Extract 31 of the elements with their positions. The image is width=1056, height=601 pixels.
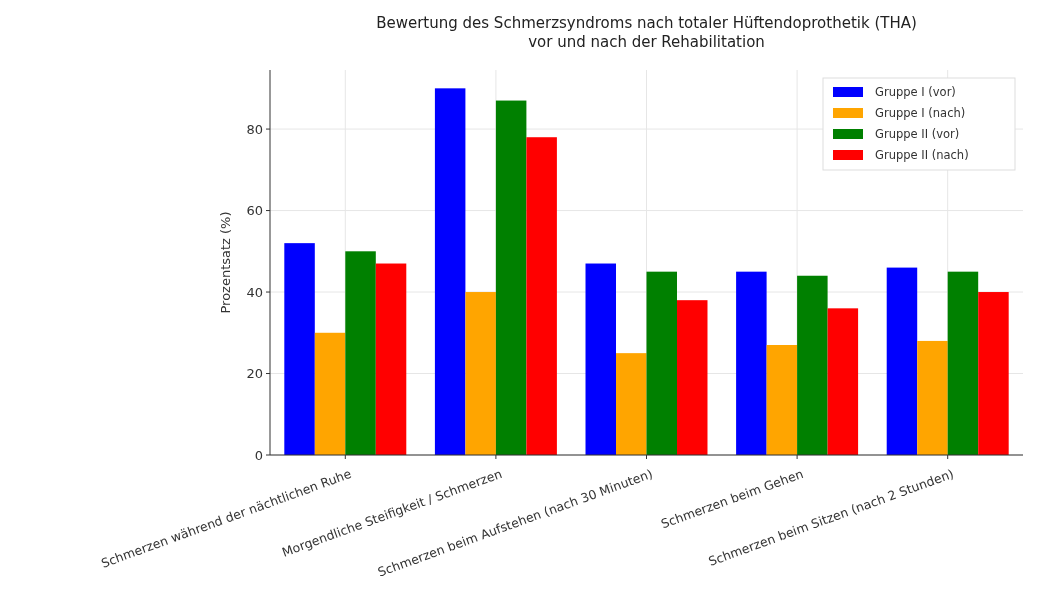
bar [345, 251, 376, 455]
y-tick-label: 40 [246, 284, 263, 300]
y-tick-label: 80 [246, 121, 263, 137]
bar [526, 137, 557, 455]
chart-title: Bewertung des Schmerzsyndroms nach totaler Hüftendoprothetik (THA) vor und nach der Rehabilitation [376, 14, 917, 51]
bar [736, 271, 767, 455]
bar [284, 243, 315, 455]
bar [797, 275, 828, 455]
bar [677, 300, 708, 455]
legend-label: Gruppe I (nach) [875, 106, 966, 121]
bar [766, 345, 798, 455]
bar [616, 353, 647, 455]
bar [434, 88, 466, 455]
bar [917, 340, 948, 455]
bar [646, 271, 677, 455]
legend-label: Gruppe II (vor) [875, 127, 960, 142]
y-tick-label: 20 [246, 366, 263, 382]
bar [495, 100, 527, 455]
y-axis-title: Prozentsatz (%) [218, 211, 233, 314]
y-tick-label: 60 [246, 203, 263, 219]
bar [886, 267, 918, 455]
bar [978, 292, 1009, 455]
bar [465, 292, 496, 455]
legend-label: Gruppe II (nach) [875, 148, 969, 163]
y-tick-label: 0 [254, 447, 263, 463]
bar [314, 332, 346, 455]
bar [375, 263, 407, 455]
legend-label: Gruppe I (vor) [875, 85, 956, 100]
bar [827, 308, 859, 455]
bar [585, 263, 616, 455]
bar [947, 271, 979, 455]
